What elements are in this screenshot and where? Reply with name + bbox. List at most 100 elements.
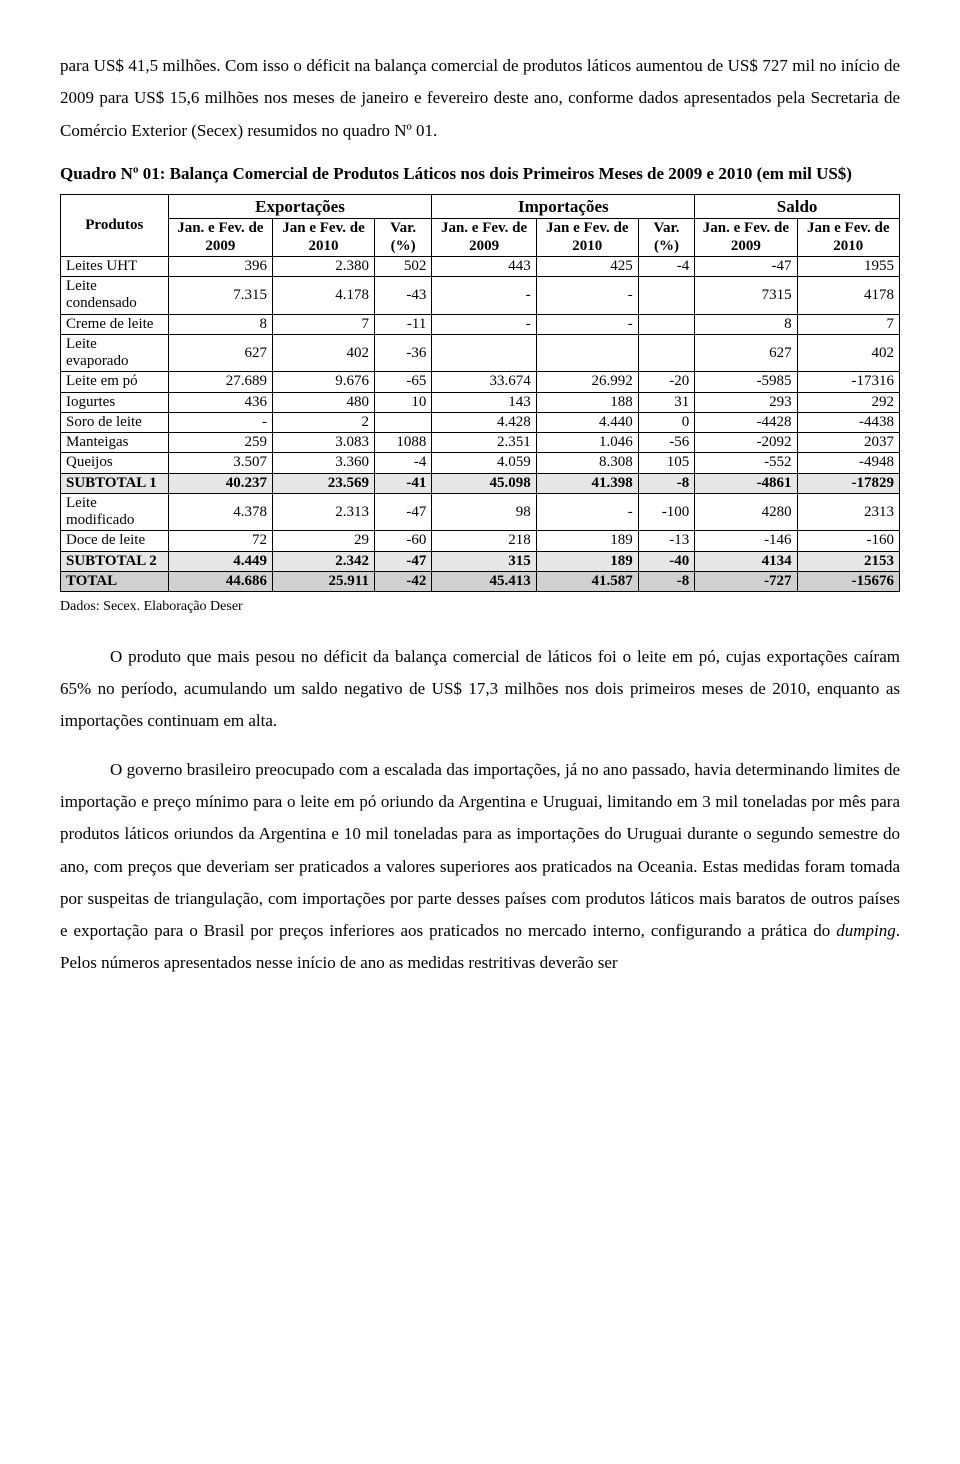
col-s-2010: Jan e Fev. de 2010: [797, 219, 899, 257]
table-row: Creme de leite87-11--87: [61, 314, 900, 334]
table-row: Leite condensado7.3154.178-43--73154178: [61, 277, 900, 315]
table-row: Doce de leite7229-60218189-13-146-160: [61, 531, 900, 551]
table-row: Leites UHT3962.380502443425-4-471955: [61, 256, 900, 276]
table-cell: -727: [695, 571, 797, 591]
table-cell: [536, 334, 638, 372]
table-row: TOTAL44.68625.911-4245.41341.587-8-727-1…: [61, 571, 900, 591]
table-row: Leite evaporado627402-36627402: [61, 334, 900, 372]
table-cell: 8: [695, 314, 797, 334]
table-cell: -: [168, 412, 272, 432]
table-row: Soro de leite-24.4284.4400-4428-4438: [61, 412, 900, 432]
table-cell: -47: [374, 493, 431, 531]
table-cell: Leite em pó: [61, 372, 169, 392]
table-cell: 627: [695, 334, 797, 372]
table-cell: -47: [695, 256, 797, 276]
table-cell: 2.380: [273, 256, 375, 276]
table-cell: -4428: [695, 412, 797, 432]
table-cell: 3.507: [168, 453, 272, 473]
table-cell: 502: [374, 256, 431, 276]
table-cell: -13: [638, 531, 695, 551]
table-cell: 2.342: [273, 551, 375, 571]
table-cell: -8: [638, 571, 695, 591]
table-cell: Leites UHT: [61, 256, 169, 276]
table-cell: 2.351: [432, 433, 536, 453]
table-cell: -: [536, 493, 638, 531]
table-cell: -552: [695, 453, 797, 473]
table-cell: 7: [797, 314, 899, 334]
table-cell: -: [536, 314, 638, 334]
body-paragraph-1: O produto que mais pesou no déficit da b…: [60, 641, 900, 738]
table-cell: -42: [374, 571, 431, 591]
col-group-import: Importações: [432, 194, 695, 219]
col-produtos: Produtos: [61, 194, 169, 256]
col-e-var: Var. (%): [374, 219, 431, 257]
table-cell: 3.083: [273, 433, 375, 453]
table-cell: Leite condensado: [61, 277, 169, 315]
table-cell: 396: [168, 256, 272, 276]
table-cell: -56: [638, 433, 695, 453]
table-cell: -8: [638, 473, 695, 493]
table-cell: -146: [695, 531, 797, 551]
table-cell: 44.686: [168, 571, 272, 591]
table-cell: 27.689: [168, 372, 272, 392]
col-i-2010: Jan e Fev. de 2010: [536, 219, 638, 257]
table-cell: Leite evaporado: [61, 334, 169, 372]
table-row: Iogurtes4364801014318831293292: [61, 392, 900, 412]
table-cell: -4948: [797, 453, 899, 473]
dumping-term: dumping: [836, 921, 896, 940]
table-cell: -4: [638, 256, 695, 276]
col-e-2009: Jan. e Fev. de 2009: [168, 219, 272, 257]
table-cell: -65: [374, 372, 431, 392]
table-cell: 105: [638, 453, 695, 473]
table-cell: 4178: [797, 277, 899, 315]
col-i-2009: Jan. e Fev. de 2009: [432, 219, 536, 257]
table-cell: -2092: [695, 433, 797, 453]
table-cell: 143: [432, 392, 536, 412]
table-cell: 45.098: [432, 473, 536, 493]
table-cell: 480: [273, 392, 375, 412]
table-cell: 33.674: [432, 372, 536, 392]
table-cell: 218: [432, 531, 536, 551]
table-cell: 29: [273, 531, 375, 551]
table-cell: 4280: [695, 493, 797, 531]
table-cell: [638, 334, 695, 372]
table-cell: -4438: [797, 412, 899, 432]
table-cell: 31: [638, 392, 695, 412]
table-cell: 98: [432, 493, 536, 531]
table-cell: -36: [374, 334, 431, 372]
table-cell: -100: [638, 493, 695, 531]
table-cell: 292: [797, 392, 899, 412]
table-cell: -: [536, 277, 638, 315]
table-cell: -11: [374, 314, 431, 334]
table-cell: -43: [374, 277, 431, 315]
table-row: SUBTOTAL 24.4492.342-47315189-4041342153: [61, 551, 900, 571]
table-cell: Doce de leite: [61, 531, 169, 551]
table-cell: Queijos: [61, 453, 169, 473]
table-cell: 315: [432, 551, 536, 571]
table-cell: Iogurtes: [61, 392, 169, 412]
table-cell: 23.569: [273, 473, 375, 493]
table-cell: 40.237: [168, 473, 272, 493]
table-cell: 2.313: [273, 493, 375, 531]
table-cell: 41.398: [536, 473, 638, 493]
table-cell: 1088: [374, 433, 431, 453]
table-cell: SUBTOTAL 2: [61, 551, 169, 571]
table-cell: 2: [273, 412, 375, 432]
table-cell: 7.315: [168, 277, 272, 315]
table-cell: 10: [374, 392, 431, 412]
table-cell: -4861: [695, 473, 797, 493]
table-cell: 425: [536, 256, 638, 276]
table-cell: -60: [374, 531, 431, 551]
table-cell: -15676: [797, 571, 899, 591]
table-cell: 8.308: [536, 453, 638, 473]
table-cell: [374, 412, 431, 432]
col-i-var: Var. (%): [638, 219, 695, 257]
col-e-2010: Jan e Fev. de 2010: [273, 219, 375, 257]
table-cell: 41.587: [536, 571, 638, 591]
table-cell: -4: [374, 453, 431, 473]
table-cell: 8: [168, 314, 272, 334]
table-cell: 9.676: [273, 372, 375, 392]
table-cell: -40: [638, 551, 695, 571]
table-cell: -17829: [797, 473, 899, 493]
table-cell: 189: [536, 531, 638, 551]
